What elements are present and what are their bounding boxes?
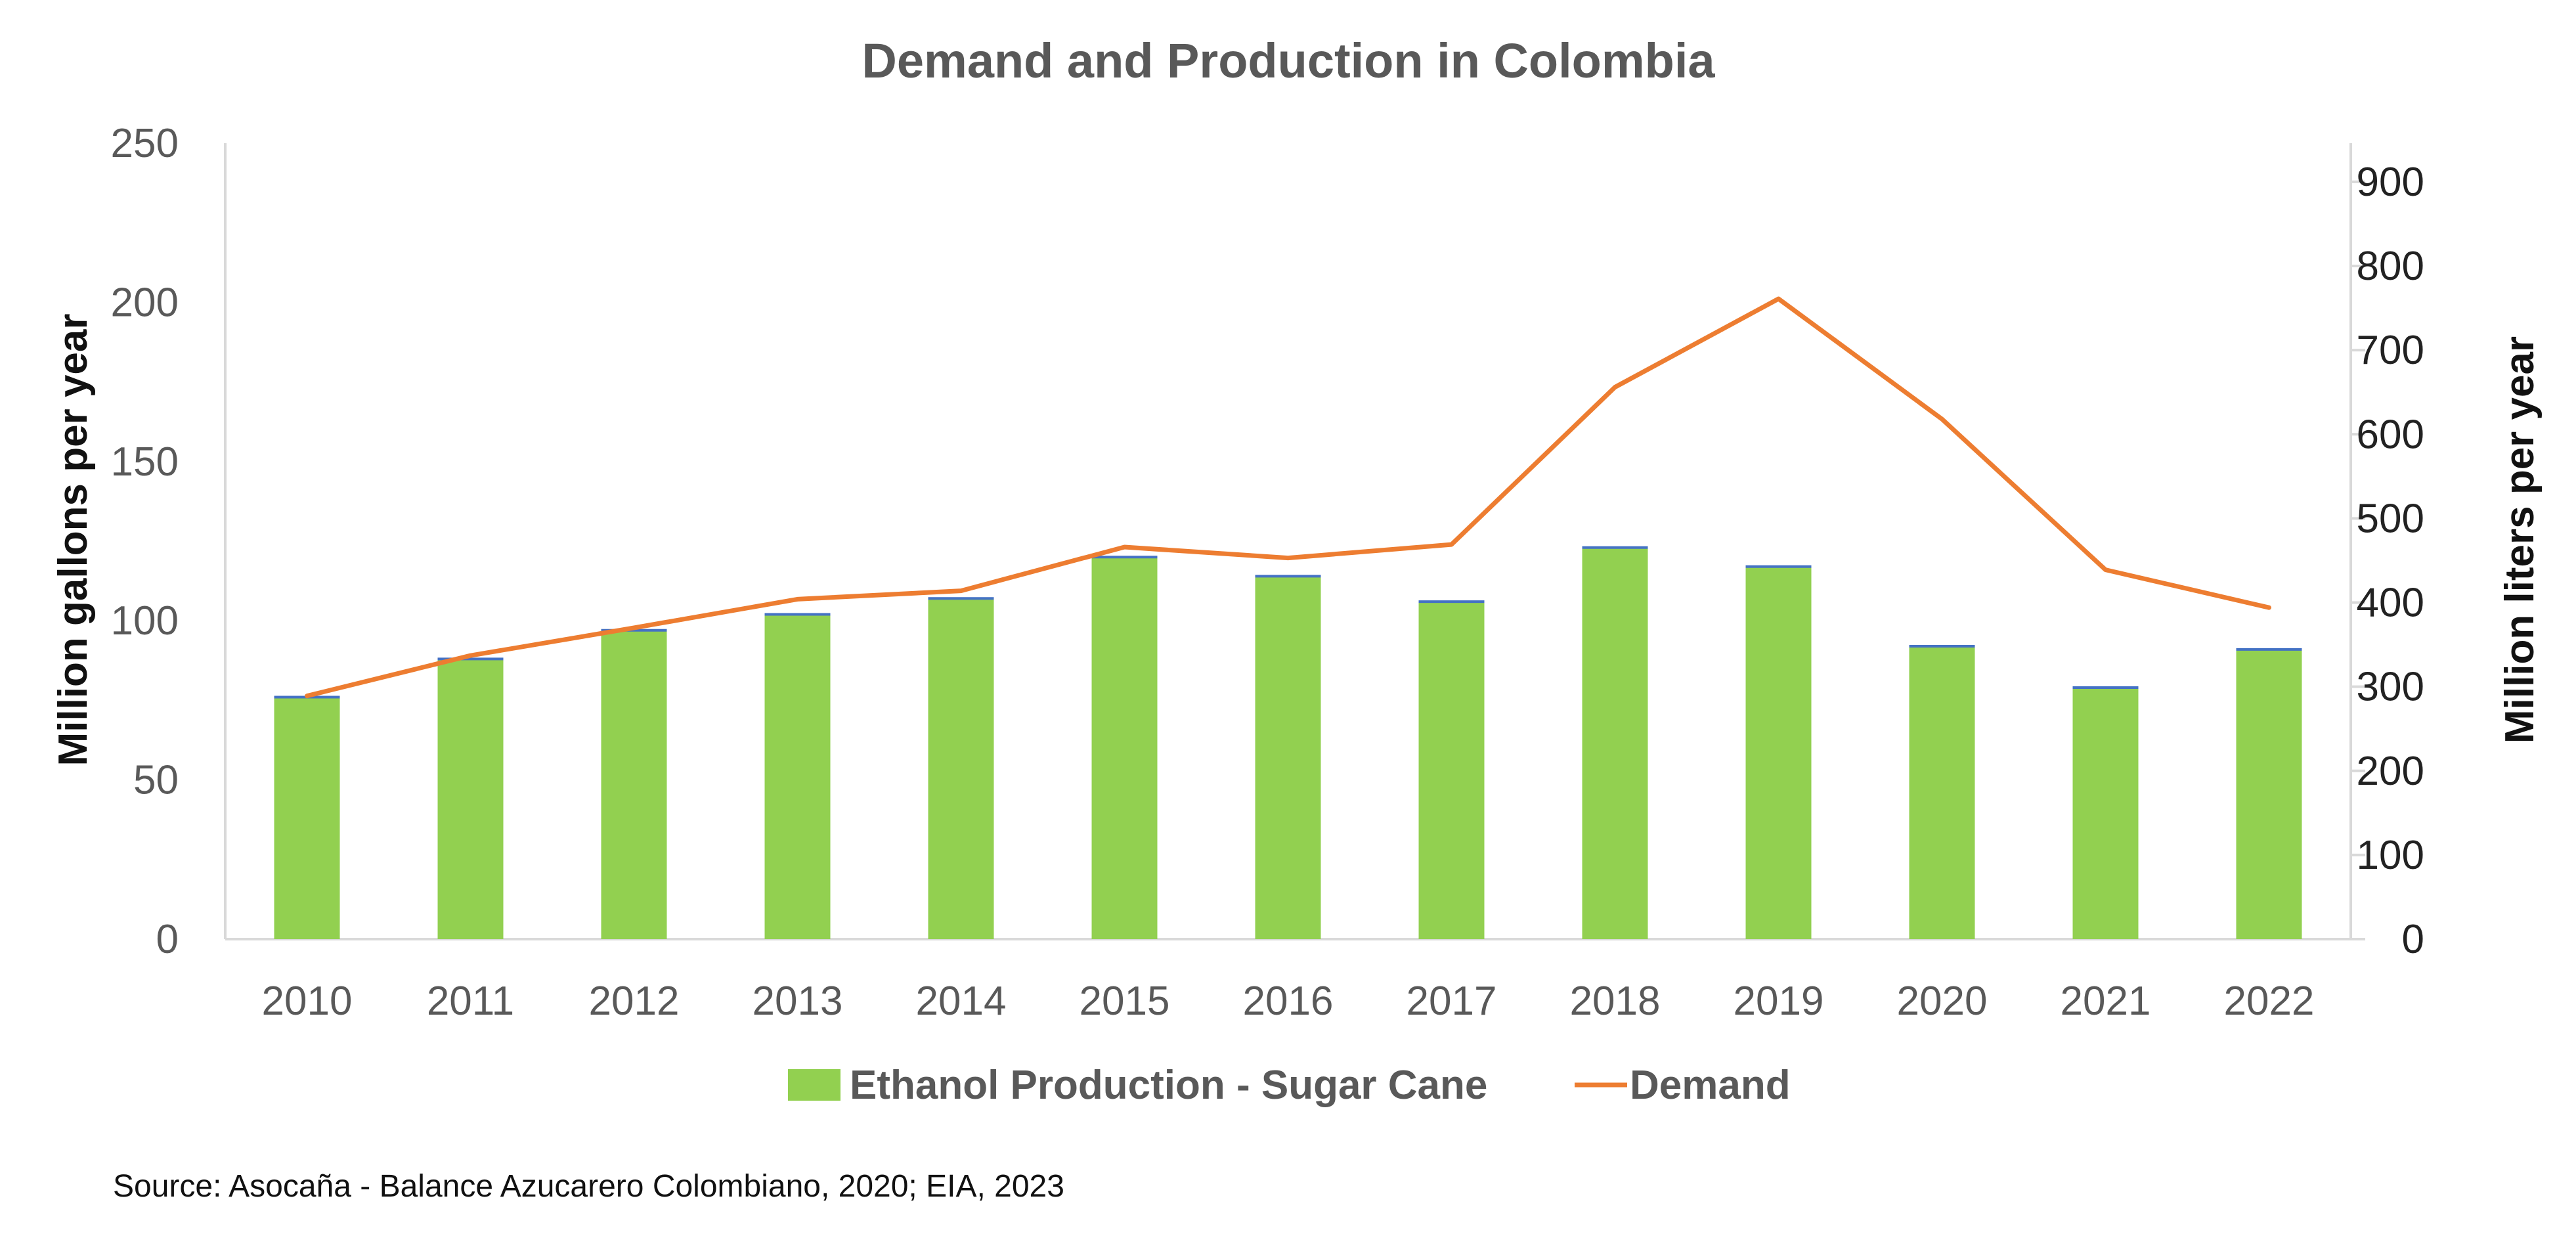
left-tick-label: 250 <box>111 121 179 166</box>
left-tick-label: 150 <box>111 439 179 485</box>
x-tick-label: 2018 <box>1570 979 1661 1024</box>
demand-line <box>305 296 2271 699</box>
x-tick-label: 2011 <box>427 979 514 1024</box>
bar-2010 <box>274 697 340 939</box>
bar-2017 <box>1418 602 1485 939</box>
source-note: Source: Asocaña - Balance Azucarero Colo… <box>113 1169 1064 1204</box>
x-tick-label: 2019 <box>1734 979 1824 1024</box>
legend-swatch-production <box>788 1069 840 1101</box>
left-tick-label: 100 <box>111 598 179 644</box>
bar-2011 <box>437 659 504 939</box>
chart-title: Demand and Production in Colombia <box>862 33 1715 88</box>
x-tick-label: 2012 <box>589 979 680 1024</box>
right-tick-label: 800 <box>2357 244 2424 289</box>
right-tick-label: 100 <box>2357 833 2424 878</box>
bar-2015 <box>1091 557 1158 939</box>
right-axis-ticks: 0 100 200 300 400 500 600 700 800 900 <box>2351 160 2424 962</box>
legend-label-demand: Demand <box>1630 1063 1791 1108</box>
x-tick-label: 2020 <box>1897 979 1988 1024</box>
right-tick-label: 0 <box>2402 917 2424 962</box>
left-axis-title: Million gallons per year <box>51 313 96 766</box>
legend-label-production: Ethanol Production - Sugar Cane <box>850 1063 1487 1108</box>
x-tick-label: 2017 <box>1407 979 1497 1024</box>
bar-2016 <box>1255 576 1321 939</box>
x-tick-label: 2016 <box>1243 979 1334 1024</box>
bar-2014 <box>928 598 994 939</box>
x-axis-ticks: 2010 2011 2012 2013 2014 2015 2016 2017 2018 2019… <box>262 979 2315 1024</box>
right-tick-label: 900 <box>2357 160 2424 205</box>
bar-2018 <box>1582 547 1648 939</box>
left-axis-ticks: 0 50 100 150 200 250 <box>111 121 179 962</box>
x-tick-label: 2010 <box>262 979 353 1024</box>
right-tick-label: 400 <box>2357 581 2424 626</box>
bar-2012 <box>601 630 667 939</box>
bar-2021 <box>2072 688 2139 939</box>
right-tick-label: 300 <box>2357 665 2424 710</box>
left-tick-label: 0 <box>156 917 179 962</box>
right-tick-label: 600 <box>2357 412 2424 457</box>
x-tick-label: 2021 <box>2061 979 2151 1024</box>
left-tick-label: 200 <box>111 280 179 325</box>
bar-2013 <box>764 614 831 939</box>
bar-2019 <box>1745 566 1812 939</box>
x-tick-label: 2013 <box>753 979 843 1024</box>
x-tick-label: 2022 <box>2224 979 2315 1024</box>
right-tick-label: 200 <box>2357 749 2424 794</box>
right-tick-label: 500 <box>2357 496 2424 541</box>
bar-2020 <box>1909 646 1975 939</box>
right-axis-title: Million liters per year <box>2497 336 2543 743</box>
right-tick-label: 700 <box>2357 328 2424 373</box>
bar-2022 <box>2236 649 2302 939</box>
x-tick-label: 2015 <box>1080 979 1170 1024</box>
legend: Ethanol Production - Sugar Cane Demand <box>788 1063 1791 1108</box>
bar-series <box>274 546 2302 939</box>
left-tick-label: 50 <box>133 758 179 803</box>
x-tick-label: 2014 <box>916 979 1007 1024</box>
